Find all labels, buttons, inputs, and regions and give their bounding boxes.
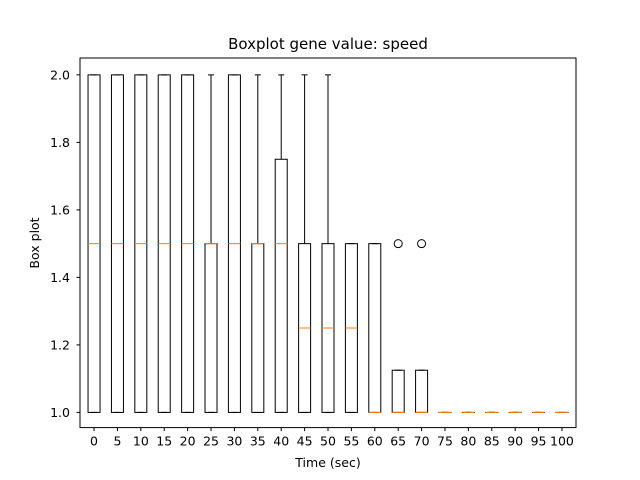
box-10 xyxy=(134,74,148,413)
box-25 xyxy=(204,74,218,413)
plot-area xyxy=(87,74,569,413)
x-tick-label: 60 xyxy=(367,434,383,449)
y-tick-label: 1.6 xyxy=(50,202,70,217)
x-tick-label: 0 xyxy=(90,434,98,449)
y-axis-label: Box plot xyxy=(27,217,42,268)
x-tick-label: 10 xyxy=(133,434,149,449)
box-40 xyxy=(274,74,288,413)
y-tick-label: 1.8 xyxy=(50,135,70,150)
y-tick-label: 2.0 xyxy=(50,67,70,82)
box-55 xyxy=(344,243,358,413)
x-tick-label: 40 xyxy=(273,434,289,449)
box-35 xyxy=(251,74,265,413)
x-tick-label: 55 xyxy=(343,434,359,449)
x-tick-label: 75 xyxy=(437,434,453,449)
y-tick-label: 1.2 xyxy=(50,337,70,352)
x-tick-label: 65 xyxy=(390,434,406,449)
x-tick-label: 15 xyxy=(156,434,172,449)
x-tick-label: 25 xyxy=(203,434,219,449)
x-tick-label: 80 xyxy=(460,434,476,449)
box-0 xyxy=(87,74,101,413)
x-axis: 0 5 10 15 20 25 30 35 40 45 50 55 60 65 70 75 80 85 90 95 10… xyxy=(90,427,574,449)
x-tick-label: 85 xyxy=(484,434,500,449)
x-tick-label: 45 xyxy=(297,434,313,449)
box-20 xyxy=(181,74,195,413)
outlier-point xyxy=(393,239,403,249)
box-30 xyxy=(227,74,241,413)
x-tick-label: 20 xyxy=(180,434,196,449)
box-50 xyxy=(321,74,335,413)
box-15 xyxy=(157,74,171,413)
x-tick-label: 50 xyxy=(320,434,336,449)
x-tick-label: 70 xyxy=(414,434,430,449)
chart-title: Boxplot gene value: speed xyxy=(228,35,428,53)
x-tick-label: 35 xyxy=(250,434,266,449)
box-70 xyxy=(415,239,429,413)
x-tick-label: 90 xyxy=(507,434,523,449)
x-tick-label: 95 xyxy=(531,434,547,449)
x-tick-label: 30 xyxy=(226,434,242,449)
box-60 xyxy=(368,243,382,413)
box-5 xyxy=(110,74,124,413)
box-65 xyxy=(391,239,405,413)
y-tick-label: 1.4 xyxy=(50,270,70,285)
x-axis-label: Time (sec) xyxy=(294,455,360,470)
box-45 xyxy=(298,74,312,413)
x-tick-label: 100 xyxy=(550,434,574,449)
box-iqr xyxy=(274,158,288,413)
outlier-point xyxy=(417,239,427,249)
y-tick-label: 1.0 xyxy=(50,405,70,420)
x-tick-label: 5 xyxy=(113,434,121,449)
y-axis: 1.0 1.2 1.4 1.6 1.8 2.0 xyxy=(50,67,80,420)
